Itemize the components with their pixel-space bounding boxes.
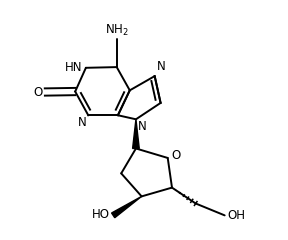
Polygon shape: [132, 119, 139, 149]
Text: HO: HO: [92, 208, 110, 221]
Text: HN: HN: [65, 61, 82, 74]
Polygon shape: [111, 196, 142, 218]
Text: NH$_2$: NH$_2$: [105, 23, 129, 38]
Text: O: O: [171, 149, 181, 162]
Text: N: N: [78, 116, 87, 129]
Text: O: O: [34, 85, 43, 98]
Text: N: N: [157, 60, 165, 73]
Text: N: N: [138, 120, 147, 133]
Text: OH: OH: [228, 209, 245, 222]
